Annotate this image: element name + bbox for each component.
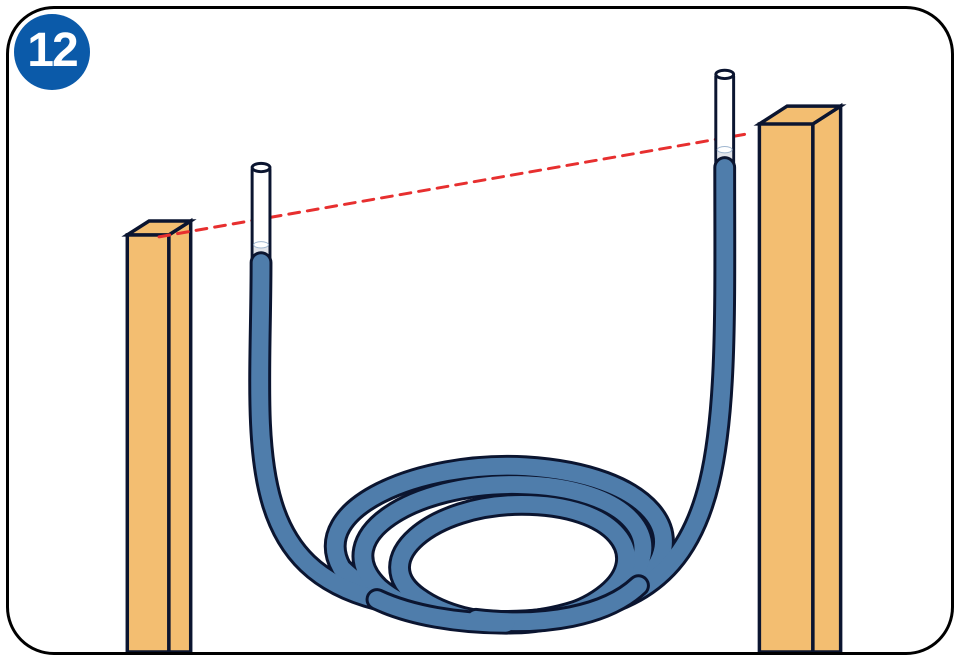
- left-post: [127, 221, 190, 652]
- right-pipe-stub: [716, 70, 734, 167]
- hose: [260, 168, 725, 624]
- step-number-badge: 12: [14, 14, 90, 90]
- right-post-front-face: [759, 124, 813, 652]
- left-post-front-face: [127, 235, 169, 652]
- hose-bodies: [260, 168, 725, 624]
- level-guide-line: [159, 134, 748, 237]
- right-post-side-face: [813, 106, 841, 652]
- diagram-svg: [9, 9, 951, 652]
- left-pipe-stub: [252, 163, 270, 262]
- panel-border: [6, 6, 954, 655]
- left-post-side-face: [169, 221, 191, 652]
- step-number-text: 12: [27, 27, 76, 75]
- instruction-step-panel: 12: [0, 0, 960, 661]
- right-post: [759, 106, 840, 652]
